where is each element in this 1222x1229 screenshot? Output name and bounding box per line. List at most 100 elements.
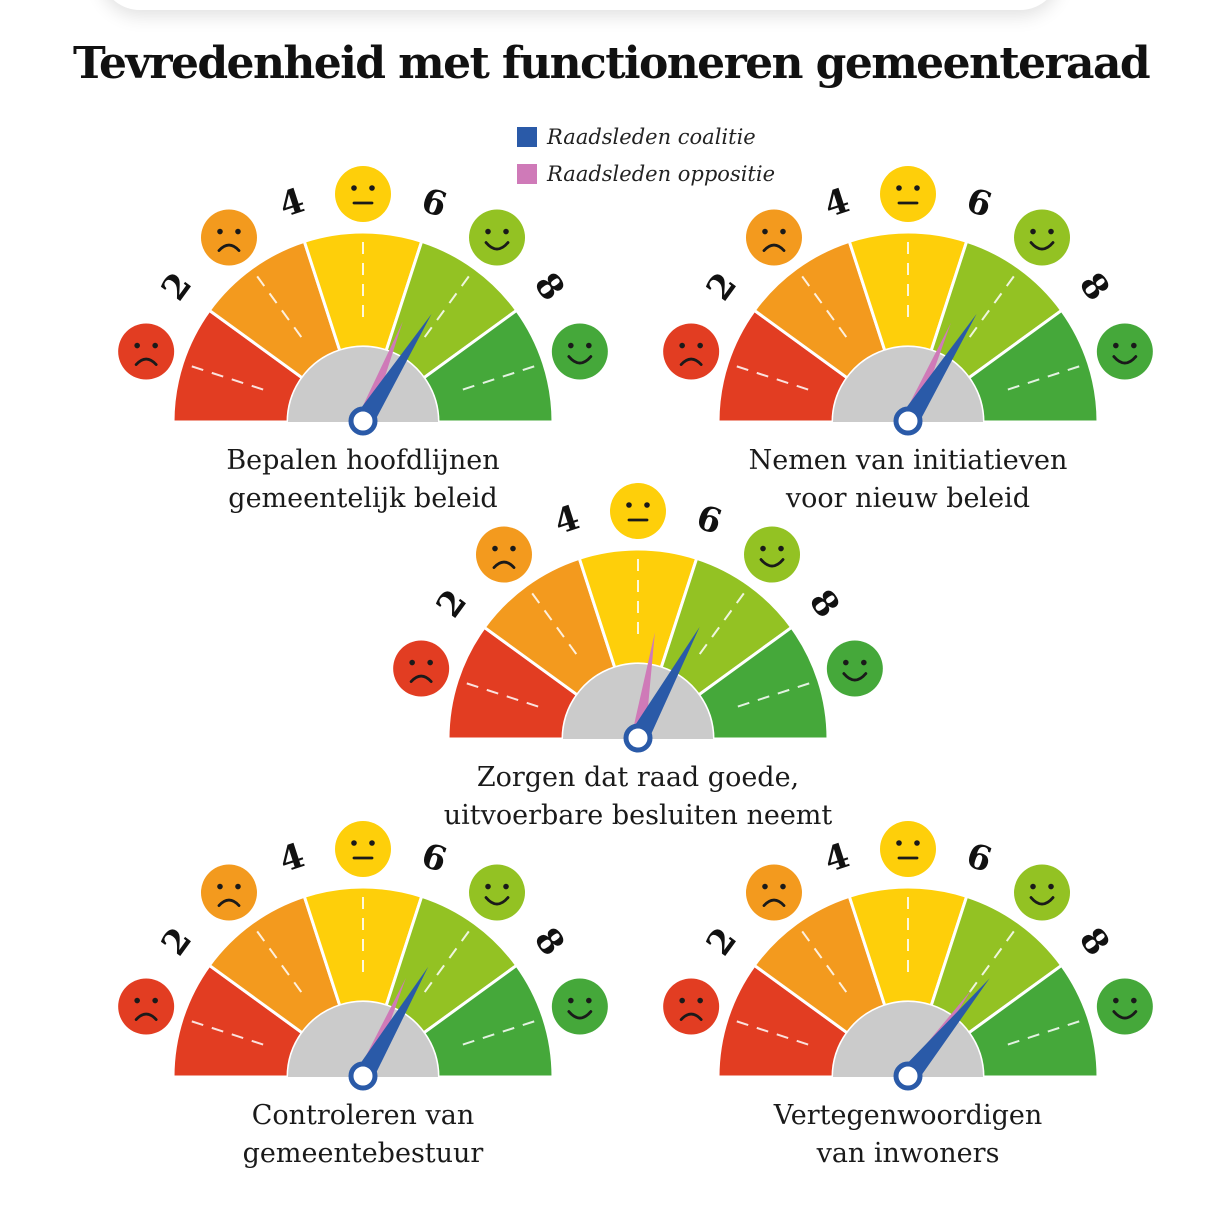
top-shadow xyxy=(100,0,1060,10)
gauge-pivot xyxy=(893,406,923,436)
gauge-svg: 2 4 6 8 xyxy=(663,166,1153,436)
sad-face-icon xyxy=(663,978,720,1035)
gauge-label-line-1: Nemen van initiatieven xyxy=(748,445,1068,476)
gauge-tick-label: 6 xyxy=(692,498,727,543)
gauge-dash-line xyxy=(800,274,848,338)
sad-face-icon xyxy=(745,209,802,266)
gauge-tick-label: 4 xyxy=(274,836,309,881)
happy-face-icon xyxy=(1096,323,1153,380)
gauge-dash-line xyxy=(423,274,471,338)
happy-face-icon xyxy=(551,323,608,380)
gauge-tick-label: 6 xyxy=(962,181,997,226)
gauge-tick-label: 4 xyxy=(819,181,854,226)
needle-oppositie xyxy=(631,632,655,741)
gauge-tick-label: 8 xyxy=(526,265,572,308)
gauge-tick-label: 4 xyxy=(549,498,584,543)
gauge-controleren-van: 2 4 6 8 Controleren van gemeentebestuur xyxy=(113,815,613,1205)
gauge-dash-line xyxy=(462,1019,537,1046)
legend-item-coalitie: Raadsleden coalitie xyxy=(517,118,775,155)
gauge-label-line-1: Bepalen hoofdlijnen xyxy=(226,445,500,476)
neutral-face-icon xyxy=(335,166,391,222)
happy-face-icon xyxy=(1014,209,1071,266)
gauge-dash-line xyxy=(1007,364,1082,391)
legend: Raadsleden coalitie Raadsleden oppositie xyxy=(517,118,775,192)
gauge-tick-label: 8 xyxy=(1071,920,1117,963)
gauge-svg: 2 4 6 8 xyxy=(118,166,608,436)
gauge-tick-label: 6 xyxy=(417,181,452,226)
happy-face-icon xyxy=(744,526,801,583)
chart-title: Tevredenheid met functioneren gemeentera… xyxy=(72,38,1151,89)
gauge-dash-line xyxy=(800,929,848,993)
gauge-pivot xyxy=(623,723,653,753)
needle-coalitie xyxy=(354,313,432,428)
gauge-label: Controleren van gemeentebestuur xyxy=(113,1097,613,1173)
gauge-dash-line xyxy=(530,591,578,655)
gauge-label: Zorgen dat raad goede, uitvoerbare beslu… xyxy=(388,759,888,835)
gauge-label-line-2: gemeentebestuur xyxy=(242,1138,484,1169)
gauge-dash-line xyxy=(734,1019,809,1046)
gauge-tick-label: 4 xyxy=(274,181,309,226)
neutral-face-icon xyxy=(610,483,666,539)
gauge-pivot xyxy=(893,1061,923,1091)
neutral-face-icon xyxy=(880,166,936,222)
gauge-vertegenwoordigen: 2 4 6 8 Vertegenwoordigen van inwoners xyxy=(658,815,1158,1205)
gauge-dash-line xyxy=(737,681,812,708)
gauge-dash-line xyxy=(189,364,264,391)
gauge-dash-line xyxy=(255,929,303,993)
sad-face-icon xyxy=(663,323,720,380)
gauge-tick-label: 2 xyxy=(429,582,475,625)
gauge-hub xyxy=(833,1002,983,1077)
happy-face-icon xyxy=(1096,978,1153,1035)
gauge-svg: 2 4 6 8 xyxy=(118,821,608,1091)
happy-face-icon xyxy=(826,640,883,697)
gauge-dash-line xyxy=(464,681,539,708)
gauge-dash-line xyxy=(462,364,537,391)
gauge-bepalen-hoofdlijnen: 2 4 6 8 Bepalen hoofdlijnen gemeentelijk be… xyxy=(113,160,613,550)
legend-label-coalitie: Raadsleden coalitie xyxy=(547,124,756,149)
gauge-label-line-1: Vertegenwoordigen xyxy=(773,1100,1043,1131)
sad-face-icon xyxy=(118,978,175,1035)
legend-swatch-coalitie xyxy=(517,126,537,147)
gauge-svg: 2 4 6 8 xyxy=(393,483,883,753)
gauge-tick-label: 4 xyxy=(819,836,854,881)
gauge-label-line-2: gemeentelijk beleid xyxy=(228,483,498,514)
needle-coalitie xyxy=(899,313,977,428)
gauge-tick-label: 6 xyxy=(962,836,997,881)
gauge-tick-label: 6 xyxy=(417,836,452,881)
gauge-dash-line xyxy=(1007,1019,1082,1046)
gauge-tick-label: 2 xyxy=(699,265,745,308)
happy-face-icon xyxy=(1014,864,1071,921)
gauge-nemen-van-initiatieven: 2 4 6 8 Nemen van initiatieven voor nieuw b… xyxy=(658,160,1158,550)
sad-face-icon xyxy=(118,323,175,380)
gauge-tick-label: 2 xyxy=(699,920,745,963)
legend-label-oppositie: Raadsleden oppositie xyxy=(547,161,776,186)
gauge-tick-label: 2 xyxy=(154,265,200,308)
needle-coalitie xyxy=(900,978,990,1084)
gauge-dash-line xyxy=(734,364,809,391)
legend-item-oppositie: Raadsleden oppositie xyxy=(517,155,775,192)
sad-face-icon xyxy=(200,209,257,266)
happy-face-icon xyxy=(469,209,526,266)
gauge-tick-label: 2 xyxy=(154,920,200,963)
gauge-hub xyxy=(563,664,713,739)
neutral-face-icon xyxy=(880,821,936,877)
gauge-label: Bepalen hoofdlijnen gemeentelijk beleid xyxy=(113,442,613,518)
happy-face-icon xyxy=(551,978,608,1035)
gauge-label-line-2: van inwoners xyxy=(816,1138,1000,1169)
sad-face-icon xyxy=(200,864,257,921)
gauge-label-line-2: voor nieuw beleid xyxy=(785,483,1031,514)
gauge-dash-line xyxy=(423,929,471,993)
gauge-dash-line xyxy=(698,591,746,655)
gauge-dash-line xyxy=(189,1019,264,1046)
gauge-tick-label: 8 xyxy=(526,920,572,963)
sad-face-icon xyxy=(475,526,532,583)
needle-coalitie xyxy=(629,626,700,744)
gauge-dash-line xyxy=(968,929,1016,993)
gauge-label-line-2: uitvoerbare besluiten neemt xyxy=(443,800,833,831)
gauge-label: Nemen van initiatieven voor nieuw beleid xyxy=(658,442,1158,518)
gauge-dash-line xyxy=(255,274,303,338)
neutral-face-icon xyxy=(335,821,391,877)
gauge-pivot xyxy=(348,1061,378,1091)
gauge-tick-label: 8 xyxy=(1071,265,1117,308)
gauge-label-line-1: Zorgen dat raad goede, xyxy=(476,762,800,793)
